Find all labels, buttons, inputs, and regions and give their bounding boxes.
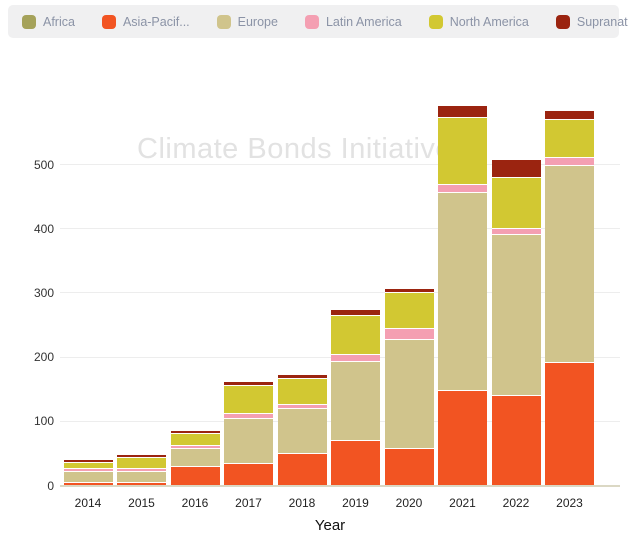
bar-2019-segment-north-america[interactable] [331, 314, 380, 354]
watermark: Climate Bonds Initiative [137, 133, 453, 165]
x-tick-label-2019: 2019 [342, 496, 369, 510]
bar-2022-segment-latin-america[interactable] [491, 228, 541, 235]
x-axis-line [60, 485, 620, 487]
gridline-400 [60, 228, 620, 230]
legend-swatch-africa-icon [22, 14, 36, 29]
bar-2014-segment-europe[interactable] [63, 470, 113, 482]
bar-2014-segment-latin-america[interactable] [63, 468, 113, 471]
bar-2022-segment-asia-pacific[interactable] [491, 394, 541, 486]
bar-2019-segment-asia-pacific[interactable] [331, 439, 380, 486]
bar-2015-segment-latin-america[interactable] [117, 467, 166, 471]
legend-label: Africa [43, 14, 75, 29]
bar-2020-segment-asia-pacific[interactable] [384, 448, 434, 486]
legend: Africa Asia-Pacif... Europe Latin America No… [8, 5, 628, 38]
bar-2022-segment-europe[interactable] [491, 234, 541, 395]
bar-2015-segment-supranational[interactable] [117, 454, 166, 457]
legend-swatch-europe-icon [216, 14, 231, 29]
bar-2016-segment-supranational[interactable] [170, 430, 220, 433]
bar-2020-segment-europe[interactable] [384, 339, 434, 449]
bar-2016-segment-latin-america[interactable] [170, 445, 220, 448]
bar-2017-segment-europe[interactable] [224, 418, 273, 464]
x-tick-label-2023: 2023 [556, 496, 583, 510]
legend-item-north-america[interactable]: North America [428, 14, 529, 29]
legend-label: Europe [237, 14, 278, 29]
bar-2023-segment-asia-pacific[interactable] [545, 361, 594, 486]
bar-2017-segment-latin-america[interactable] [224, 412, 273, 419]
bar-2020-segment-north-america[interactable] [384, 291, 434, 329]
bar-2019-segment-europe[interactable] [331, 360, 380, 440]
y-tick-label-100: 100 [33, 414, 54, 429]
legend-swatch-north-america-icon [428, 14, 443, 29]
bar-2023-segment-supranational[interactable] [545, 109, 594, 119]
bar-2020-segment-supranational[interactable] [384, 288, 434, 292]
gridline-500 [60, 164, 620, 165]
bar-2016-segment-europe[interactable] [170, 447, 220, 467]
bar-2021-segment-latin-america[interactable] [438, 184, 487, 193]
x-tick-label-2022: 2022 [502, 496, 530, 510]
bar-2022-segment-north-america[interactable] [491, 176, 541, 229]
y-tick-label-400: 400 [33, 221, 54, 236]
bar-2019-segment-supranational[interactable] [331, 308, 380, 315]
legend-item-asia-pacific[interactable]: Asia-Pacif... [101, 14, 190, 29]
x-tick-label-2015: 2015 [128, 496, 155, 510]
y-tick-label-200: 200 [33, 350, 54, 365]
y-tick-label-0: 0 [47, 478, 54, 493]
bar-2018-segment-asia-pacific[interactable] [277, 453, 327, 486]
legend-swatch-supranational-icon [555, 14, 570, 29]
bar-2014-segment-asia-pacific[interactable] [63, 481, 113, 486]
bar-2021-segment-europe[interactable] [438, 192, 487, 390]
bar-2020-segment-latin-america[interactable] [384, 328, 434, 340]
x-tick-label-2014: 2014 [74, 496, 102, 510]
y-tick-label-300: 300 [33, 285, 54, 300]
legend-item-europe[interactable]: Europe [216, 14, 278, 29]
bar-2018-segment-supranational[interactable] [277, 373, 327, 378]
bar-2015-segment-asia-pacific[interactable] [117, 481, 166, 486]
y-tick-label-500: 500 [33, 157, 54, 172]
legend-item-supranational[interactable]: Supranational [555, 14, 628, 29]
bar-2014-segment-supranational[interactable] [63, 458, 113, 462]
legend-item-latin-america[interactable]: Latin America [304, 14, 402, 29]
bar-2017-segment-asia-pacific[interactable] [224, 463, 273, 486]
bar-2018-segment-europe[interactable] [277, 408, 327, 454]
legend-label: North America [449, 14, 529, 29]
bar-2017-segment-supranational[interactable] [224, 380, 273, 385]
bar-2016-segment-north-america[interactable] [170, 432, 220, 446]
legend-swatch-latin-america-icon [304, 14, 319, 29]
x-tick-label-2016: 2016 [181, 496, 209, 510]
bar-2023-segment-latin-america[interactable] [545, 157, 594, 166]
x-axis-title: Year [314, 517, 346, 534]
x-tick-label-2017: 2017 [235, 496, 262, 510]
bar-2014-segment-north-america[interactable] [63, 461, 113, 469]
legend-item-africa[interactable]: Africa [22, 14, 75, 29]
bar-2021-segment-north-america[interactable] [438, 116, 487, 185]
bar-2022-segment-supranational[interactable] [491, 159, 541, 177]
bar-2021-segment-supranational[interactable] [438, 105, 487, 117]
bar-2023-segment-europe[interactable] [545, 165, 594, 362]
bar-2015-segment-north-america[interactable] [117, 456, 166, 468]
bar-2018-segment-north-america[interactable] [277, 377, 327, 404]
bar-2015-segment-europe[interactable] [117, 470, 166, 482]
bar-2017-segment-north-america[interactable] [224, 384, 273, 413]
bar-2016-segment-asia-pacific[interactable] [170, 466, 220, 486]
bar-2023-segment-north-america[interactable] [545, 118, 594, 158]
legend-label: Asia-Pacif... [122, 14, 190, 29]
x-tick-label-2021: 2021 [449, 496, 476, 510]
bar-2018-segment-latin-america[interactable] [277, 403, 327, 409]
legend-swatch-asia-pacific-icon [101, 14, 116, 29]
bar-2019-segment-latin-america[interactable] [331, 353, 380, 361]
x-tick-label-2020: 2020 [395, 496, 423, 510]
gridline-300 [60, 292, 620, 294]
bar-2021-segment-asia-pacific[interactable] [438, 389, 487, 486]
x-tick-label-2018: 2018 [288, 496, 316, 510]
legend-label: Supranational [576, 14, 628, 29]
legend-label: Latin America [325, 14, 402, 29]
